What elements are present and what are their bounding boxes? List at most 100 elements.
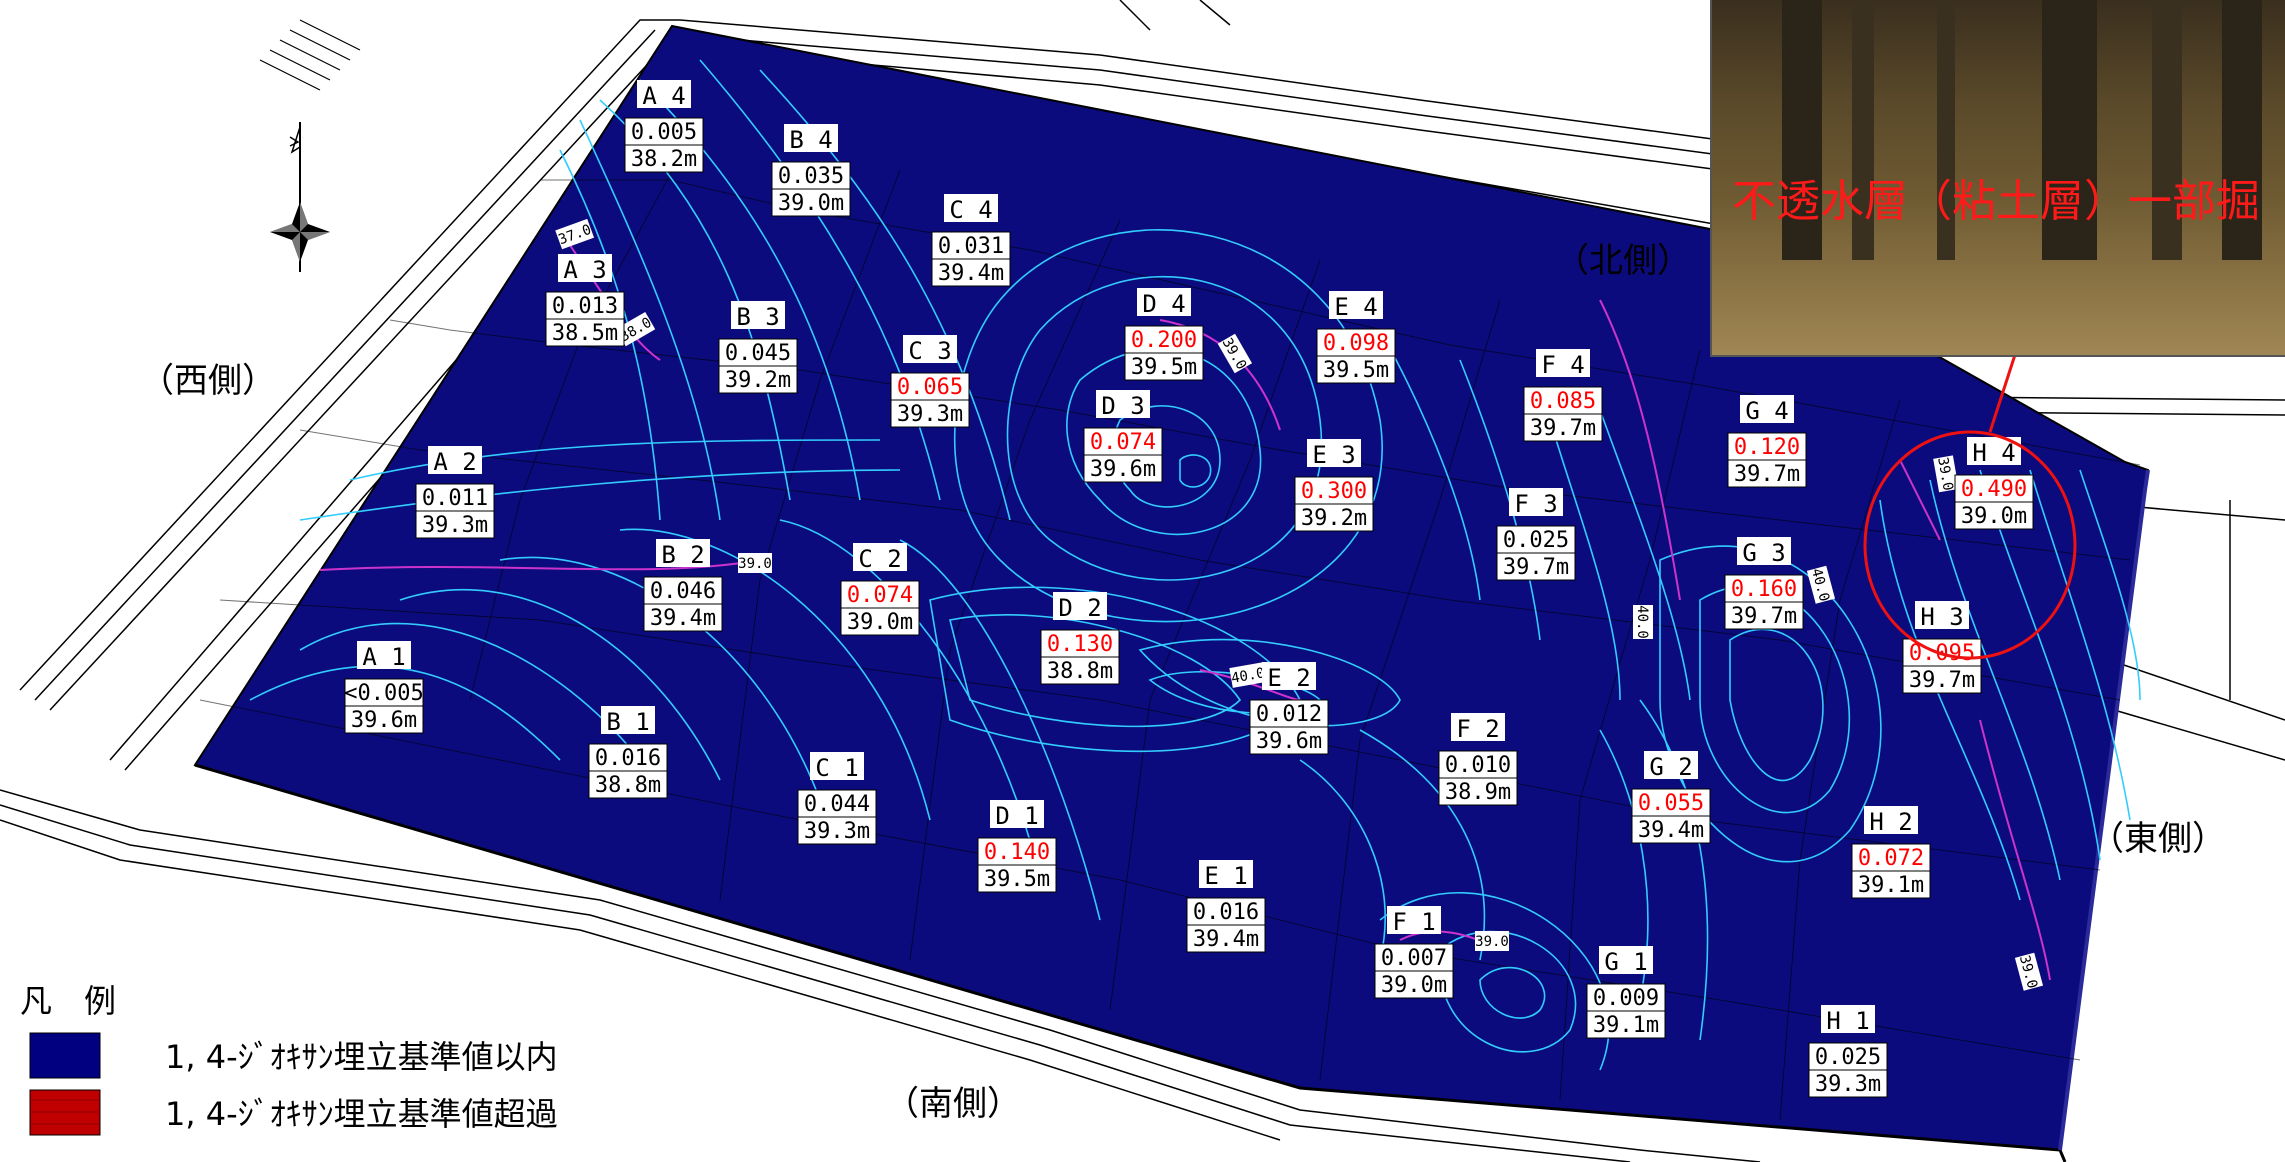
- sample-point-value: 0.045: [725, 341, 791, 366]
- sample-point-id: C 2: [858, 545, 901, 573]
- contour-label: 39.0: [738, 556, 772, 572]
- sample-point-id: C 4: [949, 196, 992, 224]
- sample-point-elevation: 39.2m: [725, 368, 791, 393]
- sample-point-id: E 3: [1312, 441, 1355, 469]
- sample-point-id: G 4: [1745, 397, 1788, 425]
- sample-point-id: A 3: [563, 256, 606, 284]
- sample-point-elevation: 39.5m: [1131, 355, 1197, 380]
- legend-swatch-pattern: [30, 1099, 100, 1125]
- site-edge: [194, 763, 2067, 1162]
- sample-point-elevation: 39.7m: [1503, 555, 1569, 580]
- sample-point-elevation: 39.4m: [1638, 818, 1704, 843]
- sample-point-id: D 4: [1142, 290, 1185, 318]
- sample-point-value: 0.011: [422, 486, 488, 511]
- sample-point-value: 0.085: [1530, 389, 1596, 414]
- sample-point-elevation: 39.0m: [1961, 504, 2027, 529]
- sample-point-value: 0.025: [1815, 1045, 1881, 1070]
- highlight-circle: [1863, 430, 2077, 660]
- sample-point-value: 0.065: [897, 375, 963, 400]
- sample-point-value: 0.025: [1503, 528, 1569, 553]
- sample-point-elevation: 39.4m: [650, 606, 716, 631]
- sample-point-id: C 3: [908, 337, 951, 365]
- sample-point-elevation: 38.5m: [552, 321, 618, 346]
- sample-point-value: 0.490: [1961, 477, 2027, 502]
- legend: 凡 例 1, 4-ｼﾞｵｷｻﾝ埋立基準値以内 1, 4-ｼﾞｵｷｻﾝ埋立基準値超…: [20, 982, 558, 1136]
- contour-label: 39.0: [1934, 456, 1956, 492]
- sample-point-elevation: 38.8m: [595, 773, 661, 798]
- site-photo: 不透水層（粘土層）一部掘: [1710, 0, 2285, 357]
- sample-point-id: D 3: [1101, 392, 1144, 420]
- sample-point-value: 0.098: [1323, 331, 1389, 356]
- sample-point-value: 0.055: [1638, 791, 1704, 816]
- sample-point-value: 0.130: [1047, 632, 1113, 657]
- sample-point-value: 0.005: [631, 120, 697, 145]
- contour-label: 39.0: [1475, 934, 1509, 950]
- legend-title: 凡 例: [20, 982, 116, 1020]
- sample-point-id: B 4: [789, 126, 832, 154]
- sample-point-elevation: 39.4m: [1193, 927, 1259, 952]
- sample-point-value: 0.120: [1734, 435, 1800, 460]
- east-label: （東側）: [2090, 819, 2226, 859]
- sample-point-value: 0.031: [938, 234, 1004, 259]
- sample-point-value: 0.035: [778, 164, 844, 189]
- sample-point-elevation: 39.3m: [804, 819, 870, 844]
- sample-point-id: F 1: [1392, 908, 1435, 936]
- sample-point-value: 0.046: [650, 579, 716, 604]
- sample-point-elevation: 39.1m: [1858, 873, 1924, 898]
- site-edge: [2058, 469, 2150, 1151]
- north-label: （北側）: [1555, 241, 1691, 281]
- sample-point-elevation: 39.6m: [1090, 457, 1156, 482]
- sample-point-elevation: 39.5m: [984, 867, 1050, 892]
- sample-point-id: F 3: [1514, 490, 1557, 518]
- sample-point-id: H 2: [1869, 808, 1912, 836]
- sample-point-elevation: 39.3m: [1815, 1072, 1881, 1097]
- sample-point-elevation: 39.1m: [1593, 1013, 1659, 1038]
- sample-point-value: 0.009: [1593, 986, 1659, 1011]
- sample-point-id: H 1: [1826, 1007, 1869, 1035]
- sample-point-elevation: 39.0m: [1381, 973, 1447, 998]
- sample-point-elevation: 39.7m: [1734, 462, 1800, 487]
- sample-point-elevation: 39.6m: [1256, 729, 1322, 754]
- sample-point-value: <0.005: [344, 681, 423, 706]
- grid-lines: [199, 119, 2141, 1121]
- sample-point-id: D 2: [1058, 594, 1101, 622]
- sample-point-elevation: 39.7m: [1530, 416, 1596, 441]
- photo-caption: 不透水層（粘土層）一部掘: [1732, 176, 2260, 227]
- sample-point-id: G 3: [1742, 539, 1785, 567]
- sample-point-value: 0.200: [1131, 328, 1197, 353]
- south-label: （南側）: [885, 1084, 1021, 1124]
- sample-point-value: 0.016: [595, 746, 661, 771]
- sample-point-value: 0.300: [1301, 479, 1367, 504]
- sample-point-value: 0.140: [984, 840, 1050, 865]
- sample-point-elevation: 39.7m: [1909, 668, 1975, 693]
- sample-point-id: A 2: [433, 448, 476, 476]
- sample-point-id: F 2: [1456, 715, 1499, 743]
- legend-label-exceed: 1, 4-ｼﾞｵｷｻﾝ埋立基準値超過: [165, 1095, 558, 1133]
- sample-point-id: F 4: [1541, 351, 1584, 379]
- sample-point-id: G 2: [1649, 753, 1692, 781]
- sample-point-elevation: 39.5m: [1323, 358, 1389, 383]
